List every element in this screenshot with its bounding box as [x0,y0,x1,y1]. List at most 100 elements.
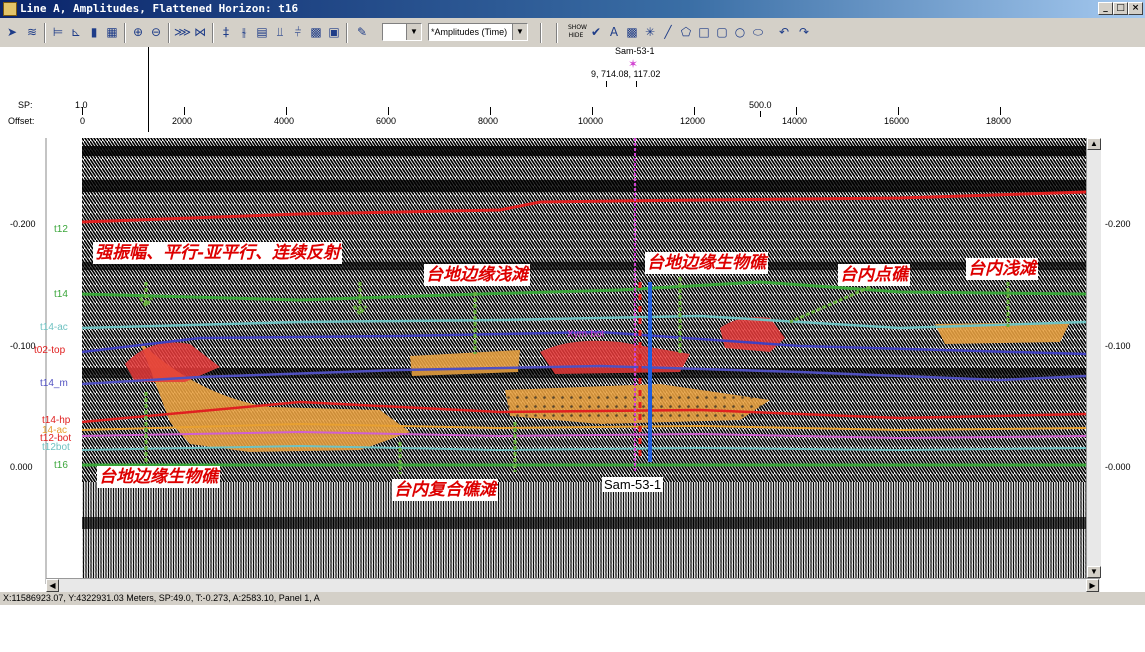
horizon-t14-hp [81,400,1087,424]
paint-icon[interactable]: ✎ [356,25,368,39]
horizon-t14-m [81,364,1087,386]
right-axis-strip [1100,138,1145,584]
horizon-label: t16 [54,460,68,471]
scroll-right-icon[interactable]: ▶ [1086,579,1099,592]
minimize-button[interactable]: _ [1098,2,1113,15]
scroll-up-icon[interactable]: ▲ [1087,138,1101,150]
well-tick [606,81,607,87]
rounded-rect-icon[interactable]: ▢ [716,25,728,39]
horizon-t14-ac [81,314,1087,330]
horizon-line [81,190,1087,224]
show-hide-icon[interactable]: SHOW HIDE [568,24,587,39]
offset-tick [388,107,389,115]
sp-value: 500.0 [749,100,772,110]
snap-icon[interactable]: ⋈ [194,25,206,39]
maximize-button[interactable]: □ [1113,2,1128,15]
horizon-14-ac [81,422,1087,432]
horizon-label: t14-hp [42,415,71,426]
trace-icon[interactable]: ⊾ [70,25,82,39]
zoom-combo[interactable]: ▼ [382,23,422,41]
annotation: 台地边缘浅滩 [424,264,530,286]
reflector-band [82,262,1086,270]
fault-icon[interactable]: ⫳ [241,25,247,39]
toolbar-separator [346,23,348,43]
seismic-section[interactable] [0,132,1145,592]
table-icon[interactable]: ▤ [256,25,268,39]
offset-tick [490,107,491,115]
note-icon[interactable]: ▩ [626,25,638,39]
horizon-icon[interactable]: ‡ [223,25,229,39]
horizon-label: t12bot [42,442,70,453]
display-combo[interactable]: *Amplitudes (Time) ▼ [428,23,528,41]
well-icon[interactable]: ⫫ [276,25,284,39]
annotation: 台内复合礁滩 [392,479,498,501]
reef-body [125,342,220,382]
draw-line-icon[interactable]: ╱ [664,25,672,39]
seismic-panel[interactable]: -0.200 -0.100 0.000 -0.200 -0.100 -0.000… [0,132,1145,592]
polygon-icon[interactable]: ⬠ [680,25,692,39]
wiggle-icon[interactable]: ≋ [26,25,38,39]
annotation: 台地边缘生物礁 [645,252,768,274]
offset-value: 12000 [680,116,706,126]
line-icon[interactable]: ⊨ [52,25,64,39]
circle-icon[interactable]: ○ [734,25,746,39]
pick-icon[interactable]: ⋙ [174,25,192,39]
title-bar: Line A, Amplitudes, Flattened Horizon: t… [0,0,1145,18]
horizon-t12bot [81,444,1087,452]
horizon-label: t14_m [40,378,68,389]
check-icon[interactable]: ✔ [590,25,602,39]
zoom-in-icon[interactable]: ⊕ [132,25,144,39]
rectangle-icon[interactable]: □ [698,25,710,39]
offset-tick [796,107,797,115]
close-button[interactable]: × [1128,2,1143,15]
star-icon[interactable]: ✳ [644,25,656,39]
offset-value: 2000 [172,116,193,126]
sp-label: SP: [18,100,33,110]
offset-value: 10000 [578,116,604,126]
pointer-icon[interactable]: ➤ [6,25,18,39]
undo-icon[interactable]: ↶ [778,25,790,39]
horizon-label: t02-top [34,345,66,356]
colorbar-icon[interactable]: ▩ [310,25,322,39]
lower-traces [82,482,1086,582]
horizon-label: t14-ac [40,322,68,333]
offset-tick [592,107,593,115]
offset-tick [184,107,185,115]
zoom-out-icon[interactable]: ⊖ [150,25,162,39]
annotation: 台地边缘生物礁 [97,466,220,488]
pointer-arrow [352,282,368,317]
well-bottom-label: Sam-53-1 [602,477,664,492]
toolbar-separator [212,23,214,43]
well-name-header: Sam-53-1 [615,46,655,56]
panel-icon[interactable]: ▣ [328,25,340,39]
text-icon[interactable]: A [609,25,619,39]
column-icon[interactable]: ▮ [90,25,98,39]
pointer-arrow [789,285,871,324]
scroll-down-icon[interactable]: ▼ [1087,566,1101,578]
grid-icon[interactable]: ▦ [106,25,118,39]
reflector-band [82,180,1086,192]
toolbar-separator [556,23,558,43]
cross-icon[interactable]: ⫩ [294,25,302,39]
offset-tick [286,107,287,115]
vertical-scrollbar[interactable]: ▲ ▼ [1086,138,1101,578]
time-label: -0.200 [1105,219,1131,229]
sp-value: 1.0 [75,100,88,110]
scroll-left-icon[interactable]: ◀ [46,579,59,592]
time-label: -0.100 [1105,341,1131,351]
annotation: 强振幅、平行-亚平行、连续反射 [93,242,343,264]
horizontal-scrollbar[interactable]: ◀ ▶ [46,578,1100,592]
offset-value: 8000 [478,116,499,126]
offset-value: 18000 [986,116,1012,126]
app-icon [3,2,17,16]
time-label: 0.000 [10,462,33,472]
ellipse-icon[interactable]: ⬭ [752,25,764,39]
offset-tick [694,107,695,115]
pointer-arrow [138,282,154,309]
reflector-band [82,146,1086,156]
time-label: -0.000 [1105,462,1131,472]
header-divider [148,47,149,132]
xym-label: Xym-bot [567,329,605,340]
offset-value: 14000 [782,116,808,126]
redo-icon[interactable]: ↷ [798,25,810,39]
